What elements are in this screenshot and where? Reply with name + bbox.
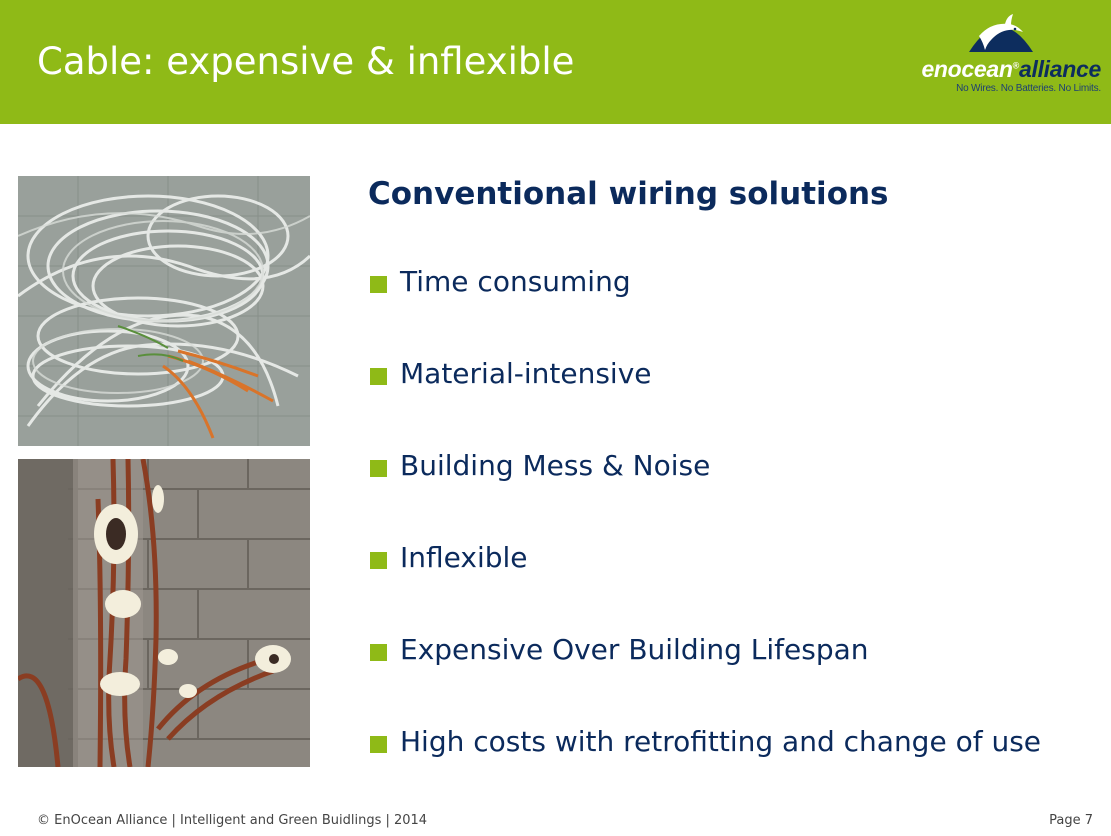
content-heading: Conventional wiring solutions (368, 176, 889, 212)
bullet-text: Time consuming (400, 265, 631, 298)
square-bullet-icon (370, 552, 387, 569)
slide-header: Cable: expensive & inflexible enocean®al… (0, 0, 1111, 124)
list-item: Material-intensive (370, 352, 1041, 444)
page-number: Page 7 (1049, 813, 1093, 828)
bullet-text: Material-intensive (400, 357, 652, 390)
square-bullet-icon (370, 644, 387, 661)
bullet-list: Time consuming Material-intensive Buildi… (370, 260, 1041, 812)
list-item: Inflexible (370, 536, 1041, 628)
slide-title: Cable: expensive & inflexible (37, 40, 575, 83)
logo-word-alliance: alliance (1019, 56, 1101, 82)
registered-mark: ® (1012, 60, 1020, 71)
square-bullet-icon (370, 460, 387, 477)
list-item: Time consuming (370, 260, 1041, 352)
list-item: High costs with retrofitting and change … (370, 720, 1041, 812)
bullet-text: Expensive Over Building Lifespan (400, 633, 869, 666)
footer-copyright: © EnOcean Alliance | Intelligent and Gre… (37, 813, 428, 828)
square-bullet-icon (370, 276, 387, 293)
list-item: Building Mess & Noise (370, 444, 1041, 536)
list-item: Expensive Over Building Lifespan (370, 628, 1041, 720)
enocean-alliance-logo: enocean®alliance No Wires. No Batteries.… (871, 8, 1101, 96)
bullet-text: Building Mess & Noise (400, 449, 711, 482)
bullet-text: Inflexible (400, 541, 528, 574)
logo-word-enocean: enocean (921, 56, 1013, 82)
tangled-cables-photo (18, 176, 310, 446)
bullet-text: High costs with retrofitting and change … (400, 725, 1042, 758)
wall-cable-conduits-photo (18, 459, 310, 767)
square-bullet-icon (370, 736, 387, 753)
logo-wordmark: enocean®alliance (921, 56, 1101, 83)
logo-tagline: No Wires. No Batteries. No Limits. (956, 83, 1101, 94)
dolphin-dome-icon (969, 14, 1033, 52)
square-bullet-icon (370, 368, 387, 385)
